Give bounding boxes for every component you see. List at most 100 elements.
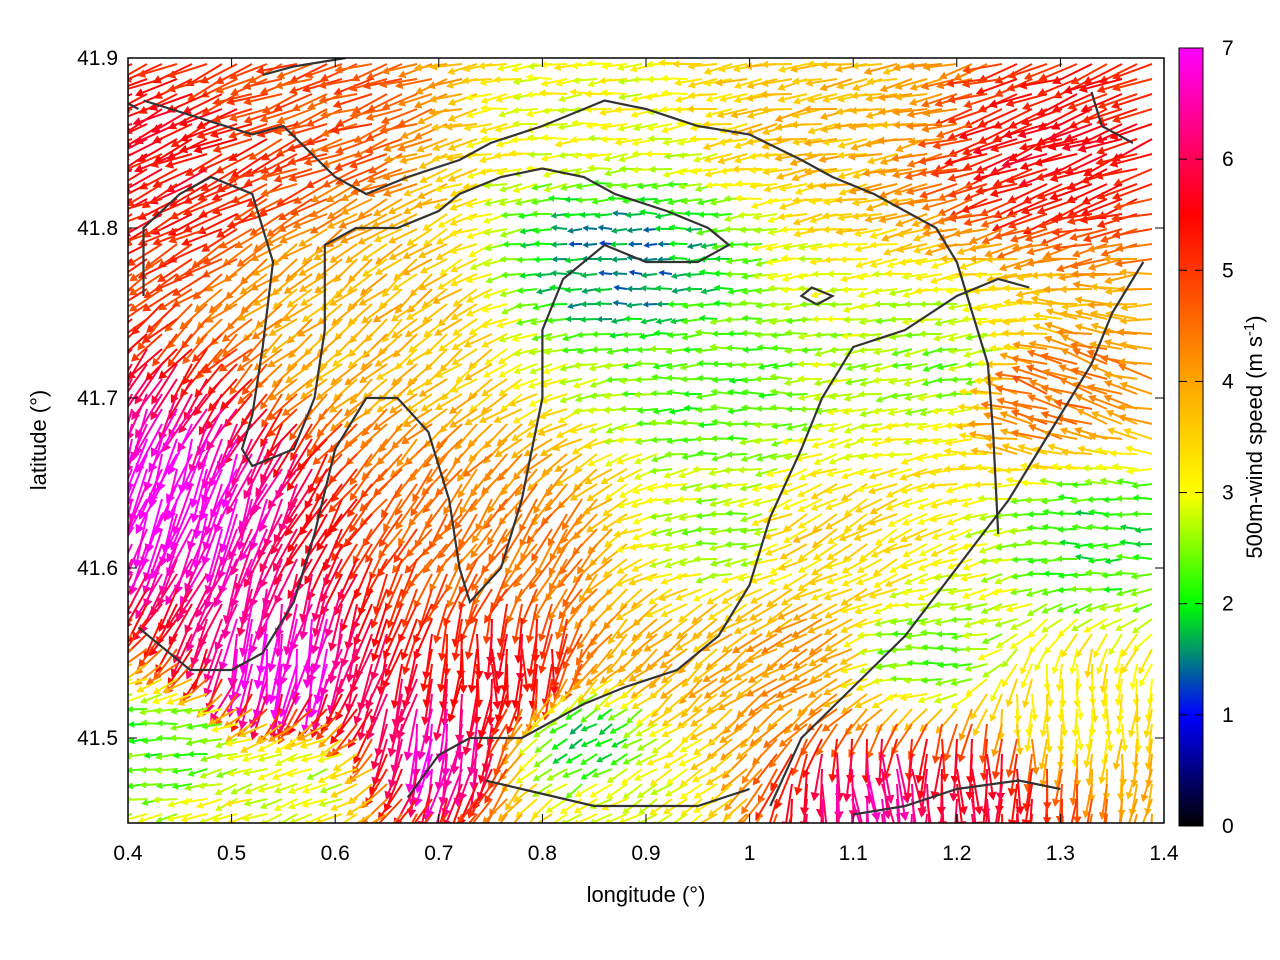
wind-arrow [808,197,838,206]
wind-arrow [276,108,313,124]
wind-arrow [599,123,628,131]
wind-arrow [908,93,943,106]
wind-arrow [584,152,613,161]
wind-arrow [278,228,313,244]
wind-arrow [498,198,523,207]
wind-arrow [461,76,493,85]
wind-arrow [877,168,913,177]
wind-arrow [419,168,448,183]
wind-arrow [947,168,988,182]
wind-arrow [890,153,928,163]
wind-arrow [1094,168,1138,180]
wind-arrow [128,93,148,106]
wind-arrow [644,93,673,101]
wind-arrow [128,228,163,245]
wind-arrow [1035,168,1078,182]
wind-arrow [500,211,523,219]
wind-arrow [1109,153,1153,168]
wind-arrow [1111,183,1153,201]
wind-arrow [134,153,178,173]
wind-arrow [1011,243,1048,253]
wind-arrow [607,194,628,202]
wind-arrow [849,106,883,115]
wind-arrow [975,78,1018,96]
colorbar-tick-label: 6 [1222,148,1234,171]
wind-arrow [339,228,373,244]
wind-arrow [196,123,238,140]
wind-arrow [920,123,958,133]
wind-arrow [372,198,403,217]
wind-arrow [128,63,148,76]
wind-arrow [717,63,748,73]
wind-arrow [255,63,298,75]
wind-arrow [687,91,718,100]
wind-arrow [731,165,763,174]
wind-arrow [1095,153,1138,167]
wind-arrow [930,168,973,178]
wind-arrow [1115,243,1153,253]
wind-arrow [373,228,403,243]
wind-arrow [303,153,343,166]
colorbar-tick-label: 7 [1222,37,1234,60]
wind-arrow [705,93,733,103]
wind-arrow [184,153,223,176]
wind-arrow [168,228,208,244]
wind-arrow [260,183,298,197]
wind-arrow [211,108,253,123]
wind-arrow [530,198,553,206]
wind-arrow [132,108,178,126]
wind-arrow [191,243,223,269]
wind-arrow [1097,93,1138,110]
wind-arrow [437,213,463,228]
wind-arrow [894,213,928,228]
wind-arrow [1111,78,1153,92]
wind-arrow [782,243,808,251]
wind-arrow [512,77,538,86]
wind-arrow [777,93,808,104]
x-tick-label: 0.5 [217,842,246,865]
wind-arrow [993,228,1033,241]
x-tick-label: 1.4 [1149,842,1179,865]
wind-arrow [211,198,253,215]
colorbar-gradient [1179,48,1203,826]
wind-arrow [496,63,523,72]
wind-arrow [630,108,658,119]
wind-arrow [1036,198,1078,215]
wind-arrow [1021,93,1063,111]
wind-arrow [945,78,988,88]
wind-arrow [869,228,898,240]
wind-arrow [387,198,418,215]
wind-arrow [149,153,193,168]
wind-arrow [340,198,373,215]
x-tick-label: 0.9 [631,842,660,865]
wind-arrow [568,240,583,248]
wind-arrow [711,211,733,219]
wind-arrow [249,213,283,236]
wind-arrow [917,138,958,149]
wind-arrow [365,108,403,122]
wind-arrow [891,168,928,179]
wind-arrow [242,78,283,91]
wind-arrow [1048,123,1093,142]
wind-arrow [288,168,328,183]
wind-arrow [128,138,148,150]
wind-arrow [624,211,643,219]
wind-arrow [717,153,748,165]
wind-arrow [918,168,958,177]
wind-arrow [834,195,868,204]
wind-arrow [540,133,568,142]
wind-arrow [539,61,568,69]
wind-arrow [128,648,133,653]
wind-arrow [218,228,253,249]
x-axis-title: longitude (°) [587,882,706,907]
wind-arrow [892,120,928,130]
wind-arrow [465,108,493,119]
wind-arrow [575,183,598,191]
wind-arrow [896,243,928,254]
wind-arrow [495,168,523,176]
wind-arrow [433,183,463,193]
wind-arrow [921,198,958,211]
wind-arrow [449,228,478,237]
wind-arrow [512,183,538,194]
wind-arrow [968,228,1003,245]
